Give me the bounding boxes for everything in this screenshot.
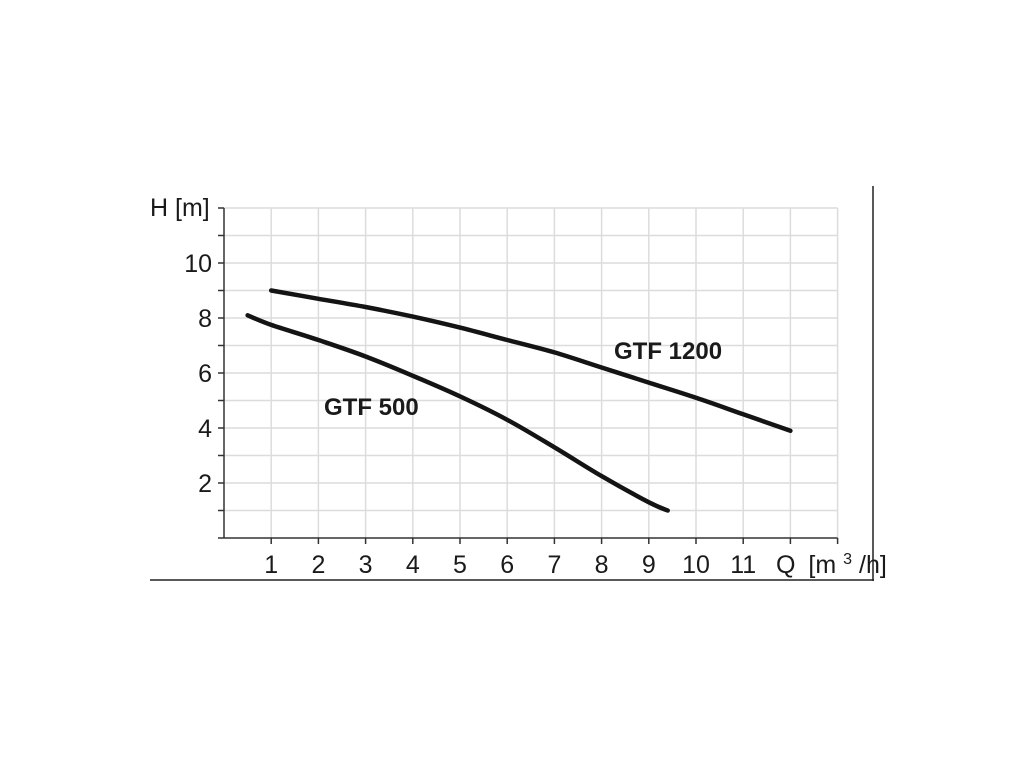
y-axis-title: H [m] [150, 194, 210, 222]
x-tick-label: 10 [682, 551, 710, 579]
chart-frame [150, 186, 874, 581]
series-label-gtf500: GTF 500 [324, 394, 419, 421]
x-tick-label: 4 [406, 551, 420, 579]
x-axis-unit-sup: 3 [843, 551, 852, 568]
x-tick-label: 2 [311, 551, 325, 579]
y-tick-label: 10 [184, 250, 212, 278]
x-tick-label: 1 [264, 551, 278, 579]
x-tick-label: 9 [642, 551, 656, 579]
y-tick-label: 6 [198, 360, 212, 388]
series-lines [245, 288, 793, 513]
x-axis-q: Q [776, 551, 795, 579]
x-tick-label: 6 [500, 551, 514, 579]
x-tick-label: 8 [595, 551, 609, 579]
x-tick-label: 5 [453, 551, 467, 579]
series-line-gtf1200 [268, 288, 793, 434]
x-axis-unit-close: /h] [859, 551, 887, 579]
series-line-gtf500 [245, 313, 670, 513]
x-tick-label: 11 [730, 551, 756, 579]
grid-lines [224, 207, 839, 538]
x-tick-label: 3 [359, 551, 373, 579]
series-label-gtf1200: GTF 1200 [614, 338, 722, 365]
x-axis-unit-open: [m [808, 551, 836, 579]
y-tick-label: 8 [198, 305, 212, 333]
x-axis-title: Q [m 3 /h] [776, 542, 887, 579]
y-tick-label: 2 [198, 470, 212, 498]
y-tick-label: 4 [198, 415, 212, 443]
x-tick-label: 7 [547, 551, 561, 579]
